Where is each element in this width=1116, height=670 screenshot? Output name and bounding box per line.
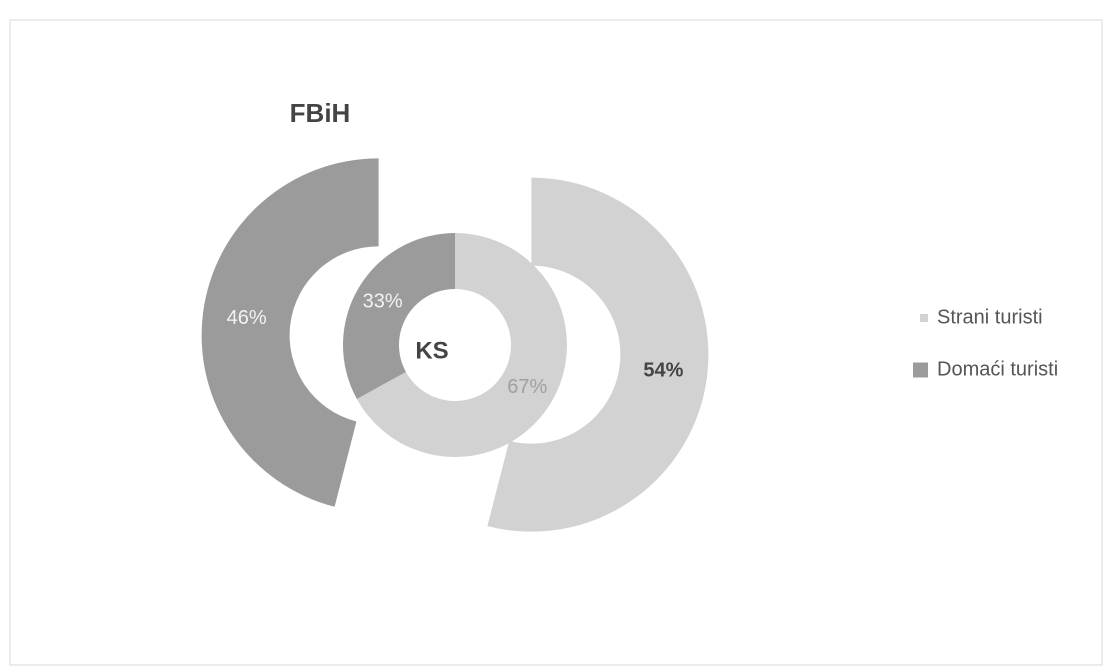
ring-segment [487,177,709,532]
ring-title: FBiH [290,98,351,128]
ring-segment [342,233,455,399]
data-label: 67% [507,376,547,398]
legend-label: Strani turisti [937,306,1043,328]
data-label: 46% [227,307,267,329]
legend-swatch [920,314,928,322]
ring-segment [356,233,567,457]
legend-swatch [913,362,928,378]
data-label: 54% [643,360,683,382]
ring-segment [201,158,379,507]
data-label: 33% [363,291,403,313]
ring-title: KS [415,337,448,364]
legend-label: Domaći turisti [937,358,1058,380]
rings [201,158,709,532]
